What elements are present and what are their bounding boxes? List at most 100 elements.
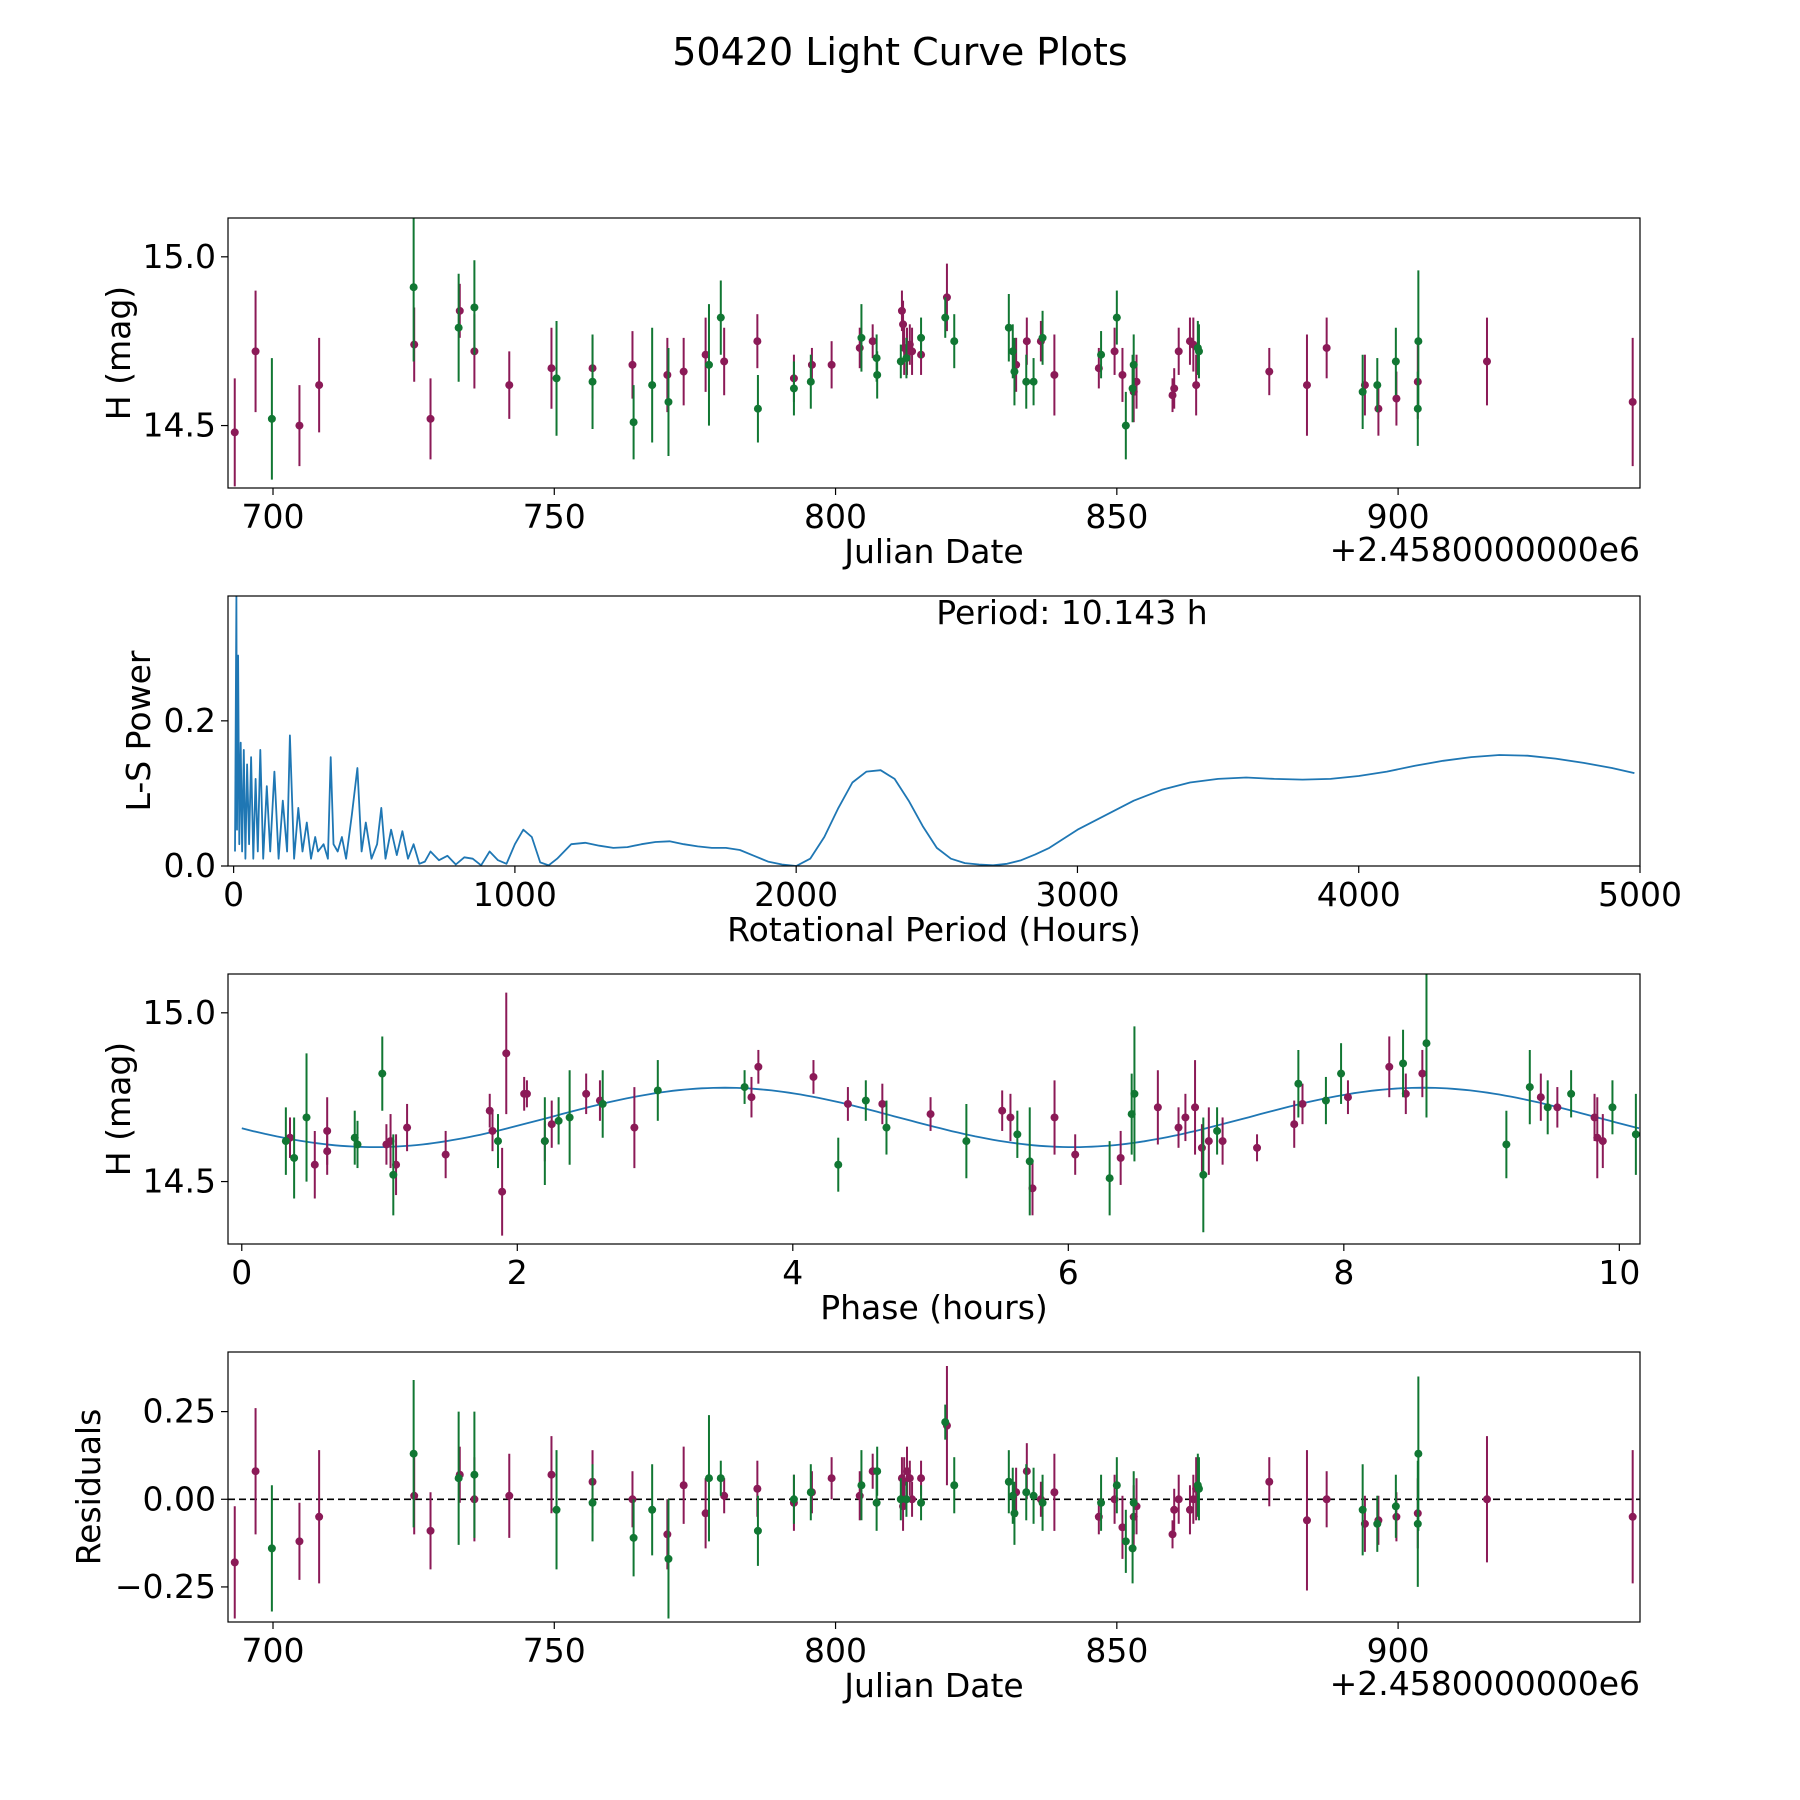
green-data-point	[1194, 347, 1203, 356]
magenta-data-point	[1482, 357, 1491, 366]
phased-ytick-label: 15.0	[143, 993, 216, 1032]
magenta-data-point	[942, 293, 951, 302]
green-data-point	[1022, 377, 1031, 386]
magenta-data-point	[295, 421, 304, 430]
phased-xtick-label: 10	[1598, 1253, 1640, 1292]
magenta-data-point	[1168, 391, 1177, 400]
magenta-data-point	[868, 337, 877, 346]
green-data-point	[1029, 377, 1038, 386]
green-data-point	[1358, 1505, 1367, 1514]
magenta-data-point	[505, 1491, 514, 1500]
residuals-xtick-label: 850	[1085, 1631, 1148, 1670]
periodogram-xtick-label: 5000	[1598, 875, 1682, 914]
phased-ytick-label: 14.5	[143, 1162, 216, 1201]
green-data-point	[896, 1495, 905, 1504]
lightcurve-xtick-label: 700	[242, 497, 305, 536]
magenta-data-point	[753, 337, 762, 346]
phased-xtick-label: 6	[1058, 1253, 1079, 1292]
magenta-data-point	[502, 1049, 511, 1058]
green-data-point	[648, 381, 657, 390]
magenta-data-point	[1050, 370, 1059, 379]
magenta-data-point	[1170, 384, 1179, 393]
residuals-ytick-label: 0.00	[143, 1479, 216, 1518]
green-data-point	[302, 1113, 311, 1122]
magenta-data-point	[547, 1470, 556, 1479]
magenta-data-point	[1185, 1505, 1194, 1514]
magenta-data-point	[498, 1187, 507, 1196]
green-data-point	[806, 377, 815, 386]
magenta-data-point	[905, 1474, 914, 1483]
magenta-data-point	[1153, 1103, 1162, 1112]
green-data-point	[1337, 1069, 1346, 1078]
phased-xtick-label: 8	[1333, 1253, 1354, 1292]
green-data-point	[1097, 1498, 1106, 1507]
green-data-point	[1373, 1519, 1382, 1528]
magenta-data-point	[230, 1558, 239, 1567]
lightcurve-xtick-label: 900	[1367, 497, 1430, 536]
green-data-point	[629, 418, 638, 427]
lightcurve-ticks: 700 750 800 850 900 14.5 15.0	[143, 237, 1430, 536]
phased-axes-frame	[227, 973, 1641, 1245]
periodogram-ytick-label: 0.2	[164, 701, 216, 740]
periodogram-panel: 0 1000 2000 3000 4000 5000 0.0 0.2 Period: 10.1…	[119, 593, 1682, 949]
magenta-data-point	[1302, 381, 1311, 390]
green-data-point	[753, 404, 762, 413]
magenta-data-point	[403, 1123, 412, 1132]
green-data-point	[1422, 1039, 1431, 1048]
lightcurve-offset-text: +2.4580000000e6	[1330, 530, 1640, 569]
magenta-data-point	[754, 1062, 763, 1071]
magenta-data-point	[1628, 1512, 1637, 1521]
green-data-point	[1029, 1491, 1038, 1500]
green-data-point	[882, 1123, 891, 1132]
lightcurve-xtick-label: 850	[1085, 497, 1148, 536]
green-data-point	[552, 374, 561, 383]
magenta-data-point	[855, 343, 864, 352]
green-data-point	[1414, 1449, 1423, 1458]
magenta-data-point	[310, 1160, 319, 1169]
magenta-data-point	[455, 306, 464, 315]
magenta-data-point	[663, 1530, 672, 1539]
figure-title: 50420 Light Curve Plots	[672, 30, 1127, 74]
magenta-data-point	[1302, 1516, 1311, 1525]
periodogram-xtick-label: 2000	[754, 875, 838, 914]
green-data-point	[861, 1096, 870, 1105]
green-data-point	[664, 397, 673, 406]
green-data-point	[353, 1140, 362, 1149]
magenta-data-point	[1116, 1153, 1125, 1162]
magenta-data-point	[753, 1484, 762, 1493]
magenta-data-point	[1006, 1113, 1015, 1122]
green-data-point	[873, 1467, 882, 1476]
magenta-data-point	[1118, 1523, 1127, 1532]
lightcurve-ylabel: H (mag)	[99, 286, 138, 420]
residuals-data-layer	[230, 1366, 1637, 1619]
fit-curve-line	[241, 1086, 1640, 1148]
green-data-point	[950, 337, 959, 346]
green-data-point	[917, 1498, 926, 1507]
green-data-point	[1112, 1481, 1121, 1490]
magenta-data-point	[827, 1474, 836, 1483]
magenta-data-point	[809, 1072, 818, 1081]
magenta-data-point	[1050, 1488, 1059, 1497]
green-data-point	[565, 1113, 574, 1122]
phased-xlabel: Phase (hours)	[820, 1288, 1048, 1327]
lightcurve-data-layer	[230, 218, 1637, 487]
magenta-data-point	[230, 428, 239, 437]
green-data-point	[806, 1488, 815, 1497]
magenta-data-point	[1265, 367, 1274, 376]
green-data-point	[540, 1137, 549, 1146]
green-data-point	[653, 1086, 662, 1095]
green-data-point	[1129, 360, 1138, 369]
residuals-axes-frame	[227, 1351, 1641, 1623]
magenta-data-point	[1191, 1103, 1200, 1112]
magenta-data-point	[1290, 1120, 1299, 1129]
green-data-point	[950, 1481, 959, 1490]
green-data-point	[1502, 1140, 1511, 1149]
green-data-point	[409, 1449, 418, 1458]
magenta-data-point	[1322, 1495, 1331, 1504]
magenta-data-point	[1118, 370, 1127, 379]
green-data-point	[917, 333, 926, 342]
magenta-data-point	[1110, 347, 1119, 356]
green-data-point	[389, 1170, 398, 1179]
green-data-point	[753, 1526, 762, 1535]
magenta-data-point	[522, 1089, 531, 1098]
